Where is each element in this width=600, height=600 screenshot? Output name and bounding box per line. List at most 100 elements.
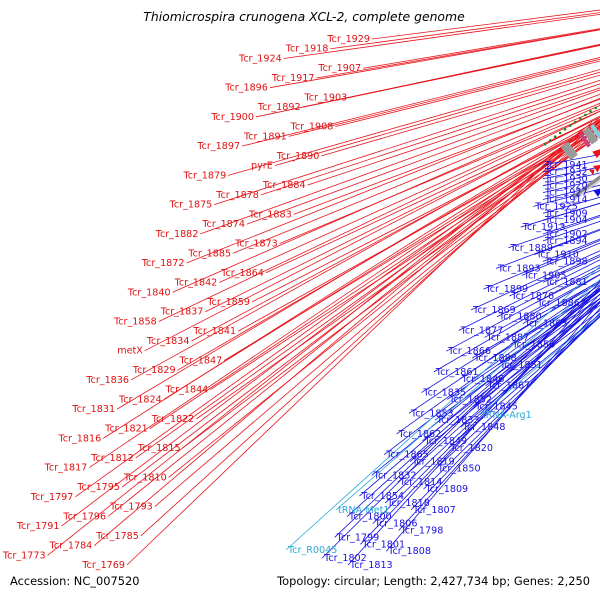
- forward-gene-label: Tcr_1817: [44, 463, 88, 474]
- reverse-gene-label: Tcr_1832: [373, 470, 417, 481]
- reverse-gene-label: Tcr_1852: [448, 395, 492, 406]
- reverse-gene-label: Tcr_1856: [511, 339, 555, 350]
- label-connector: [398, 307, 600, 531]
- reverse-gene-label: Tcr_1876: [510, 291, 554, 302]
- reverse-gene-label: Tcr_1798: [400, 526, 444, 537]
- gc-dot: [553, 135, 557, 138]
- label-connector: [102, 122, 600, 439]
- reverse-gene-label: Tcr_1862: [398, 429, 442, 440]
- forward-gene-label: Tcr_1884: [262, 180, 306, 191]
- forward-gene-label: Tcr_1874: [201, 219, 245, 230]
- reverse-gene-label: Tcr_1887: [486, 332, 530, 343]
- label-connector: [330, 12, 600, 50]
- gc-dot: [558, 131, 562, 135]
- forward-gene-label: Tcr_1791: [16, 521, 60, 532]
- label-connector: [316, 28, 600, 79]
- label-connector: [483, 240, 600, 290]
- reverse-gene-label: Tcr_1806: [374, 519, 418, 530]
- forward-gene-label: Tcr_1842: [174, 278, 218, 289]
- reverse-gene-label: Tcr_1802: [323, 553, 367, 564]
- forward-gene-label: Tcr_1858: [113, 317, 157, 328]
- label-connector: [274, 71, 600, 167]
- reverse-gene-label: Tcr_1877: [460, 326, 504, 337]
- label-connector: [495, 228, 600, 269]
- gc-dot: [548, 139, 552, 142]
- forward-gene-label: Tcr_1890: [276, 151, 320, 162]
- rna-gene-label: tRNA-Arg1: [482, 410, 532, 421]
- reverse-gene-label: Tcr_1927: [544, 188, 588, 199]
- gc-dot: [573, 120, 577, 124]
- label-connector: [360, 293, 600, 545]
- feature-block: [578, 132, 591, 148]
- forward-gene-label: Tcr_1879: [183, 170, 227, 181]
- reverse-gene-label: Tcr_1800: [348, 512, 392, 523]
- label-connector: [177, 125, 600, 371]
- forward-gene-label: Tcr_1907: [317, 63, 361, 74]
- label-connector: [293, 98, 600, 215]
- gc-dot: [594, 106, 597, 110]
- reverse-gene-label: Tcr_1909: [544, 208, 588, 219]
- label-connector: [200, 89, 600, 235]
- forward-gene-label: Tcr_1773: [2, 550, 46, 561]
- reverse-gene-label: Tcr_1888: [473, 353, 517, 364]
- label-connector: [347, 287, 600, 566]
- label-connector: [458, 259, 600, 331]
- reverse-gene-label: Tcr_1898: [544, 257, 588, 268]
- reverse-gene-label: Tcr_1861: [435, 367, 479, 378]
- reverse-gene-label: Tcr_1863: [524, 319, 568, 330]
- genome-summary-text: Topology: circular; Length: 2,427,734 bp…: [276, 574, 590, 588]
- label-connector: [121, 124, 600, 488]
- feature-block: [560, 141, 578, 161]
- reverse-gene-label: Tcr_1820: [449, 443, 493, 454]
- reverse-gene-label: Tcr_1851: [499, 360, 543, 371]
- forward-gene-label: Tcr_1769: [81, 560, 125, 571]
- reverse-gene-label: Tcr_1941: [544, 160, 588, 171]
- reverse-gene-label: Tcr_1889: [509, 243, 553, 254]
- forward-gene-label: Tcr_1883: [248, 209, 292, 220]
- label-connector: [126, 129, 583, 566]
- label-connector: [397, 302, 600, 483]
- forward-gene-label: Tcr_1896: [224, 83, 268, 94]
- forward-gene-label: Tcr_1859: [206, 297, 250, 308]
- reverse-gene-label: Tcr_1813: [349, 560, 393, 571]
- label-connector: [191, 121, 600, 342]
- reverse-gene-label: Tcr_1848: [462, 422, 506, 433]
- label-connector: [446, 267, 600, 352]
- label-connector: [409, 302, 600, 462]
- reverse-gene-label: Tcr_1819: [411, 457, 455, 468]
- label-connector: [321, 281, 600, 559]
- label-connector: [484, 273, 600, 338]
- label-connector: [396, 287, 600, 435]
- reverse-gene-label: Tcr_1893: [497, 263, 541, 274]
- label-connector: [460, 313, 600, 428]
- forward-gene-label: Tcr_1878: [215, 190, 259, 201]
- feature-block: [582, 126, 599, 145]
- label-connector: [186, 97, 600, 264]
- label-connector: [385, 301, 600, 552]
- forward-gene-label: metX: [117, 346, 143, 357]
- reverse-gene-label: Tcr_1865: [385, 450, 429, 461]
- label-connector: [421, 279, 600, 393]
- forward-gene-label: Tcr_1829: [132, 365, 176, 376]
- forward-gene-label: Tcr_1891: [243, 131, 287, 142]
- label-connector: [228, 69, 600, 176]
- reverse-gene-label: Tcr_1905: [523, 270, 567, 281]
- reverse-gene-label: Tcr_1881: [544, 277, 588, 288]
- label-connector: [470, 250, 600, 311]
- label-connector: [410, 312, 600, 511]
- forward-gene-label: Tcr_1864: [220, 268, 264, 279]
- label-connector: [335, 279, 600, 511]
- gc-dot: [579, 117, 582, 120]
- forward-gene-label: Tcr_1885: [187, 248, 231, 259]
- forward-gene-label: Tcr_1824: [118, 394, 162, 405]
- reverse-gene-label: Tcr_1850: [437, 463, 481, 474]
- label-connector: [383, 289, 600, 455]
- reverse-gene-label: Tcr_1894: [544, 236, 588, 247]
- label-connector: [371, 9, 600, 40]
- reverse-gene-label: Tcr_1930: [544, 174, 588, 185]
- reverse-gene-label: Tcr_1913: [522, 222, 566, 233]
- label-connector: [509, 254, 600, 297]
- reverse-gene-label: Tcr_1801: [361, 539, 405, 550]
- forward-gene-label: Tcr_1821: [104, 424, 148, 435]
- label-connector: [307, 87, 600, 186]
